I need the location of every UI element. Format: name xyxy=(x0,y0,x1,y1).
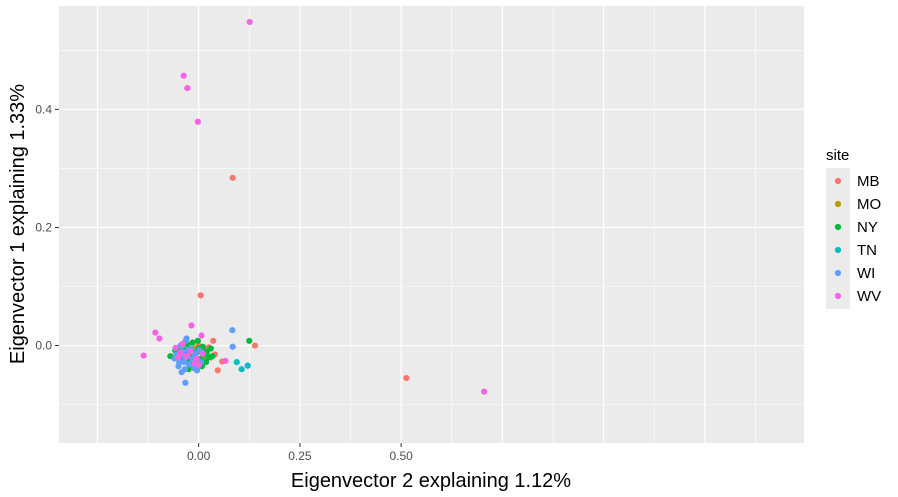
x-tick-label: 0.25 xyxy=(288,449,312,463)
point-tn xyxy=(233,358,240,366)
point-tn xyxy=(244,362,251,369)
legend-label-wi: WI xyxy=(857,265,875,282)
point-wv xyxy=(188,322,195,329)
point-mb xyxy=(229,174,236,181)
point-ny xyxy=(194,337,201,344)
point-tn xyxy=(238,366,245,373)
legend-key-tn xyxy=(834,246,842,254)
point-wi xyxy=(185,361,193,368)
point-wv xyxy=(481,388,488,395)
y-tick-label: 0.0 xyxy=(35,339,52,353)
point-ny xyxy=(189,339,196,346)
point-ny xyxy=(202,358,210,366)
x-axis-title: Eigenvector 2 explaining 1.12% xyxy=(291,470,571,492)
legend-key-wi xyxy=(834,269,842,277)
point-wv xyxy=(156,335,163,342)
legend-key-wv xyxy=(834,292,842,300)
y-axis: 0.0 0.2 0.4 xyxy=(35,102,59,353)
point-wi xyxy=(181,366,189,373)
x-tick-label: 0.50 xyxy=(389,449,413,463)
point-mb xyxy=(197,292,204,299)
legend-title: site xyxy=(826,147,849,164)
point-mb xyxy=(214,367,221,374)
y-axis-title: Eigenvector 1 explaining 1.33% xyxy=(7,84,29,364)
point-wv xyxy=(183,353,190,360)
legend-label-mo: MO xyxy=(857,196,881,213)
point-wi xyxy=(182,379,189,386)
point-wi xyxy=(181,358,188,366)
point-wv xyxy=(193,355,200,362)
point-wv xyxy=(140,352,147,359)
point-wv xyxy=(194,118,201,125)
point-wi xyxy=(229,343,236,350)
legend-label-wv: WV xyxy=(857,288,881,305)
point-wi xyxy=(229,327,236,334)
point-ny xyxy=(205,354,212,361)
x-axis: 0.00 0.25 0.50 xyxy=(187,443,413,463)
point-wv xyxy=(172,344,179,352)
legend-key-background xyxy=(826,168,850,309)
point-wv xyxy=(179,340,186,347)
legend-key-ny xyxy=(834,223,842,231)
point-wi xyxy=(176,358,183,366)
legend-label-mb: MB xyxy=(857,173,880,190)
legend-key-mo xyxy=(834,200,842,208)
point-wv xyxy=(198,332,205,339)
legend-label-tn: TN xyxy=(857,242,877,259)
point-wv xyxy=(177,349,184,356)
legend: site MB MO NY TN WI WV xyxy=(826,147,881,309)
point-wv xyxy=(187,348,194,355)
plot-panel xyxy=(59,6,804,443)
legend-key-mb xyxy=(834,177,842,185)
point-wv xyxy=(152,329,159,336)
point-wv xyxy=(195,361,203,369)
point-ny xyxy=(207,345,214,352)
x-tick-label: 0.00 xyxy=(187,449,211,463)
point-wv xyxy=(175,354,182,361)
y-tick-label: 0.2 xyxy=(35,220,52,234)
point-wv xyxy=(222,357,229,365)
y-tick-label: 0.4 xyxy=(35,102,52,116)
point-mb xyxy=(403,374,410,382)
point-ny xyxy=(246,337,253,344)
grid-major xyxy=(59,6,804,443)
point-mb xyxy=(210,337,217,344)
data-points xyxy=(140,18,488,395)
point-wv xyxy=(199,350,206,357)
point-wi xyxy=(193,367,201,374)
legend-label-ny: NY xyxy=(857,219,878,236)
point-mb xyxy=(251,342,259,349)
point-wv xyxy=(184,84,191,92)
point-wv xyxy=(246,18,253,26)
point-wv xyxy=(180,72,187,79)
